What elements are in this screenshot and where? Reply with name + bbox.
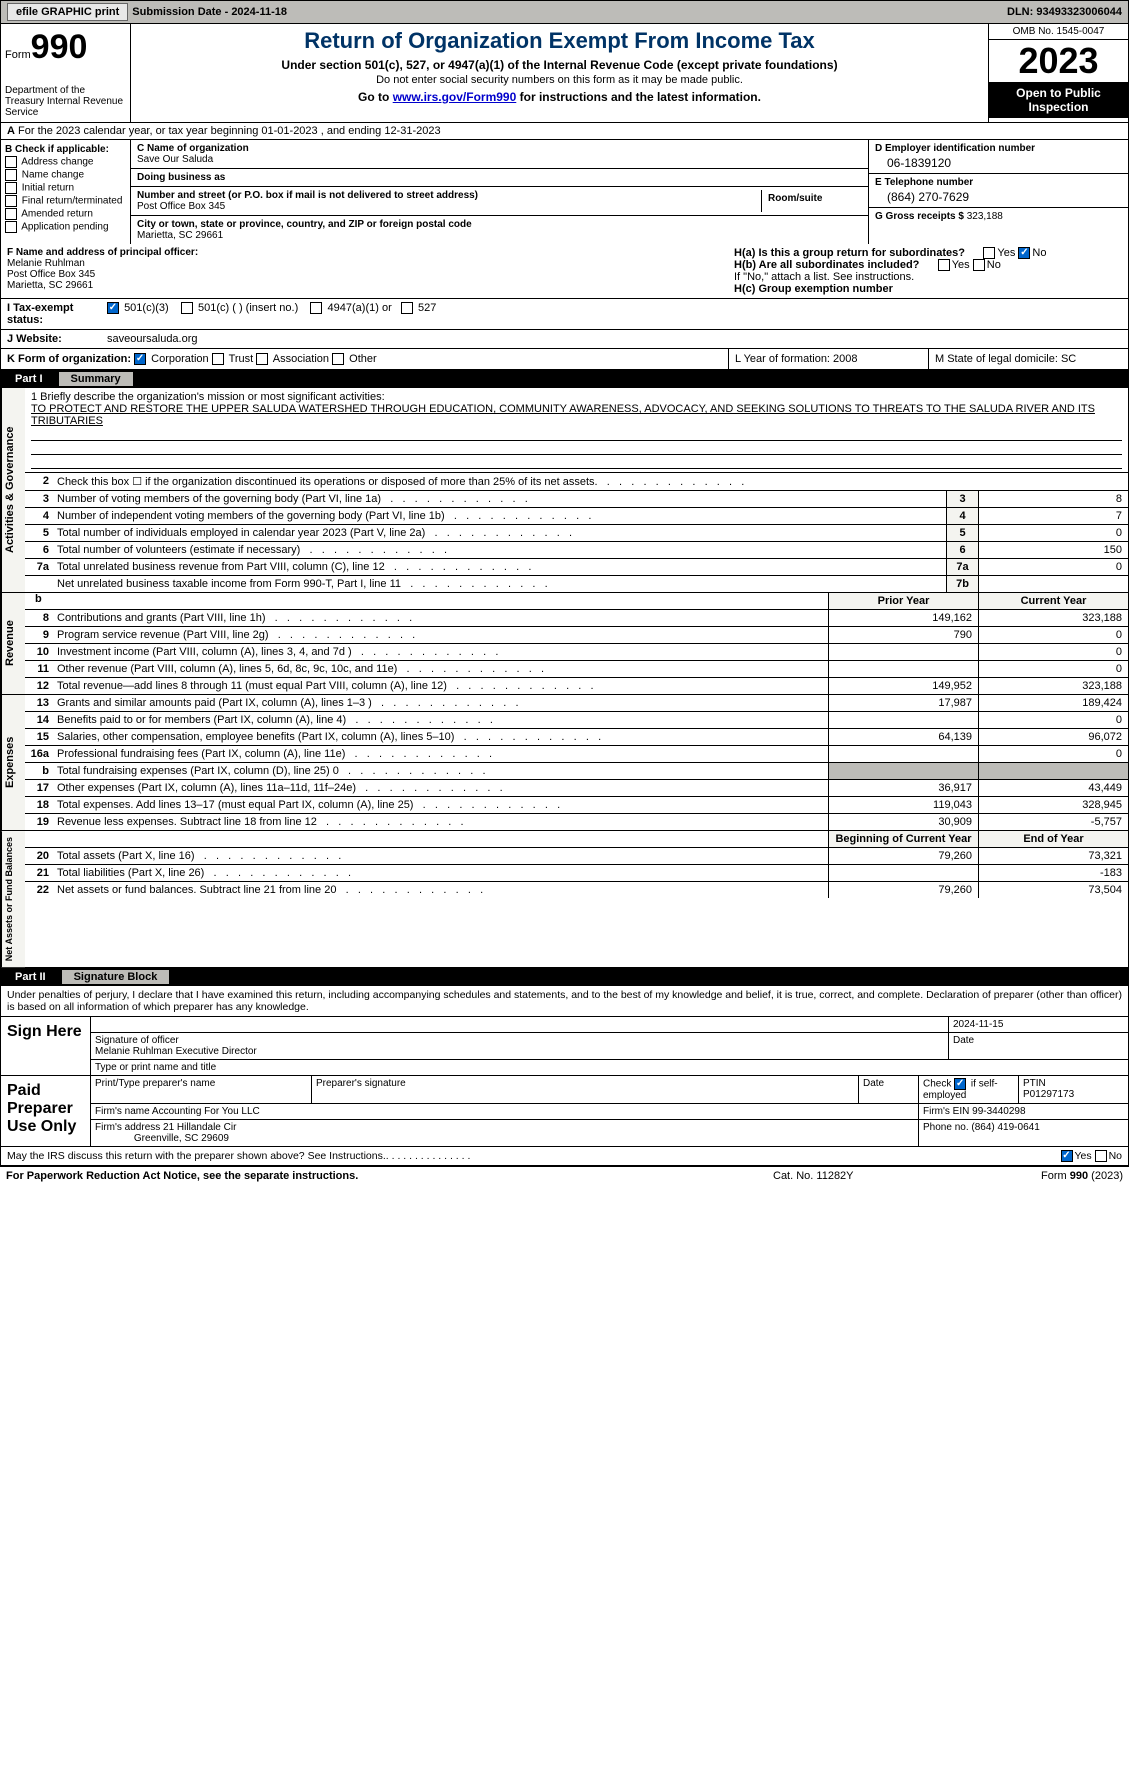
officer-name: Melanie Ruhlman	[7, 258, 85, 269]
form-header: Form990 Department of the Treasury Inter…	[0, 24, 1129, 123]
name-legend: C Name of organization	[137, 143, 249, 154]
self-employed-checkbox[interactable]	[954, 1078, 966, 1090]
ptin: P01297173	[1023, 1089, 1074, 1100]
box-b: B Check if applicable: Address change Na…	[1, 140, 131, 244]
omb-number: OMB No. 1545-0047	[989, 24, 1128, 40]
city-state-zip: Marietta, SC 29661	[137, 230, 223, 241]
hb-yes-checkbox[interactable]	[938, 259, 950, 271]
phone: (864) 270-7629	[875, 188, 1122, 204]
cat-number: Cat. No. 11282Y	[773, 1170, 973, 1182]
org-name: Save Our Saluda	[137, 154, 213, 165]
website-value: saveoursaluda.org	[101, 330, 1128, 348]
part-ii-header: Part II Signature Block	[0, 968, 1129, 986]
pra-notice: For Paperwork Reduction Act Notice, see …	[6, 1170, 773, 1182]
firm-phone: Phone no. (864) 419-0641	[918, 1120, 1128, 1146]
form-label: Form	[5, 49, 31, 61]
dln: DLN: 93493323006044	[1007, 6, 1122, 18]
paid-preparer-label: Paid Preparer Use Only	[1, 1076, 91, 1146]
tax-year: 2023	[989, 40, 1128, 82]
irs-link[interactable]: www.irs.gov/Form990	[393, 90, 517, 104]
corp-checkbox[interactable]	[134, 353, 146, 365]
vtab-revenue: Revenue	[1, 593, 25, 694]
sign-here-label: Sign Here	[1, 1017, 91, 1075]
efile-button[interactable]: efile GRAPHIC print	[7, 3, 128, 21]
vtab-governance: Activities & Governance	[1, 388, 25, 592]
state-domicile: M State of legal domicile: SC	[928, 349, 1128, 369]
row-f-h: F Name and address of principal officer:…	[0, 244, 1129, 299]
vtab-net: Net Assets or Fund Balances	[1, 831, 25, 967]
street-address: Post Office Box 345	[137, 201, 225, 212]
row-a: A For the 2023 calendar year, or tax yea…	[0, 123, 1129, 140]
firm-name: Firm's name Accounting For You LLC	[91, 1104, 918, 1119]
ein: 06-1839120	[875, 154, 1122, 170]
firm-ein: Firm's EIN 99-3440298	[918, 1104, 1128, 1119]
501c3-checkbox[interactable]	[107, 302, 119, 314]
mission-block: 1 Briefly describe the organization's mi…	[25, 388, 1128, 473]
form-number: 990	[31, 28, 88, 66]
hb-no-checkbox[interactable]	[973, 259, 985, 271]
tax-exempt-label: I Tax-exempt status:	[1, 299, 101, 329]
signature-declaration: Under penalties of perjury, I declare th…	[0, 986, 1129, 1017]
open-inspection: Open to Public Inspection	[989, 82, 1128, 118]
year-formation: L Year of formation: 2008	[728, 349, 928, 369]
form-footer: Form 990 (2023)	[973, 1170, 1123, 1182]
officer-sig-name: Melanie Ruhlman Executive Director	[95, 1046, 257, 1057]
subtitle-1: Under section 501(c), 527, or 4947(a)(1)…	[135, 58, 984, 72]
sign-date: 2024-11-15	[948, 1017, 1128, 1032]
form-title: Return of Organization Exempt From Incom…	[135, 28, 984, 54]
discuss-no-checkbox[interactable]	[1095, 1150, 1107, 1162]
dept-label: Department of the Treasury Internal Reve…	[5, 85, 126, 118]
vtab-expenses: Expenses	[1, 695, 25, 830]
topbar: efile GRAPHIC print Submission Date - 20…	[0, 0, 1129, 24]
website-label: J Website:	[1, 330, 101, 348]
gross-receipts: 323,188	[967, 211, 1003, 222]
subtitle-2: Do not enter social security numbers on …	[135, 74, 984, 86]
submission-date: Submission Date - 2024-11-18	[132, 6, 287, 18]
discuss-yes-checkbox[interactable]	[1061, 1150, 1073, 1162]
ha-no-checkbox[interactable]	[1018, 247, 1030, 259]
part-i-header: Part I Summary	[0, 370, 1129, 388]
ha-yes-checkbox[interactable]	[983, 247, 995, 259]
